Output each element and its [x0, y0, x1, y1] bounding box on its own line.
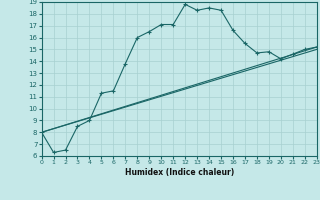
X-axis label: Humidex (Indice chaleur): Humidex (Indice chaleur): [124, 168, 234, 177]
